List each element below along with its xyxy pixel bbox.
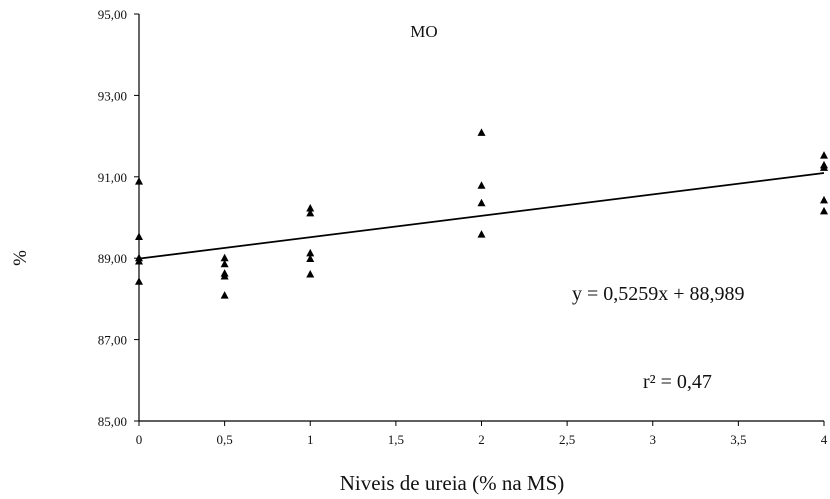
y-axis-label: % [10,250,31,266]
x-tick-label: 3 [650,432,657,447]
data-point [220,259,229,268]
y-tick-label: 91,00 [98,170,127,185]
data-point [306,248,315,257]
x-tick-label: 0 [136,432,143,447]
y-tick-label: 85,00 [98,414,127,429]
x-tick-label: 1,5 [388,432,404,447]
data-point [306,269,315,278]
data-point [220,272,229,280]
y-tick-label: 87,00 [98,333,127,348]
data-point [135,277,143,285]
x-tick-label: 3,5 [730,432,746,447]
chart-title: MO [410,22,437,41]
data-point [477,181,486,189]
data-point [477,198,486,207]
r-squared-label: r² = 0,47 [643,371,712,393]
data-point [220,253,229,262]
data-point [306,204,315,212]
y-tick-label: 93,00 [98,88,127,103]
data-point [306,208,315,217]
data-point [820,163,828,171]
data-point [306,254,315,263]
x-tick-label: 2,5 [559,432,575,447]
regression-equation: y = 0,5259x + 88,989 [572,283,745,305]
data-point [220,291,229,299]
data-point [477,128,486,136]
data-point [477,230,486,238]
y-tick-label: 89,00 [98,251,127,266]
x-tick-label: 1 [307,432,314,447]
data-point [820,195,828,204]
data-point [135,256,143,265]
data-point [820,151,828,159]
data-point [820,206,828,215]
data-point [135,177,143,185]
trendline [138,172,825,260]
x-axis-label: Niveis de ureia (% na MS) [340,471,565,495]
x-tick-label: 4 [821,432,828,447]
x-tick-label: 2 [478,432,485,447]
x-tick-label: 0,5 [217,432,233,447]
y-tick-label: 95,00 [98,7,127,22]
data-point [135,232,143,241]
